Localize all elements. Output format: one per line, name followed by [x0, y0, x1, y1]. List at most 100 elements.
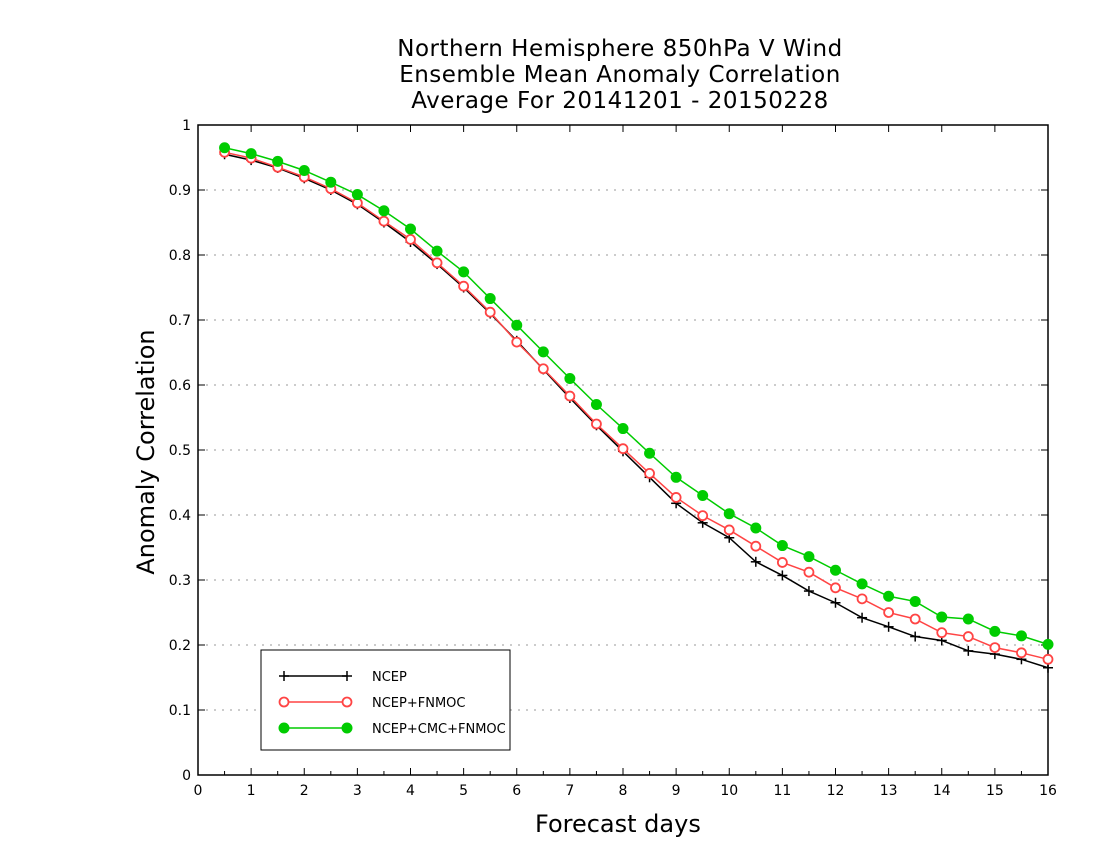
y-tick-label-4: 0.4 [169, 508, 191, 524]
y-tick-label-2: 0.2 [169, 638, 191, 654]
data-point-ncep-fnmoc-6 [378, 215, 390, 227]
data-point-ncep-fnmoc-29 [989, 642, 1001, 653]
legend-box [260, 649, 511, 751]
legend-marker-start-ncep-fnmoc [278, 696, 290, 708]
chart-title-line-3: Average For 20141201 - 20150228 [411, 88, 829, 114]
y-tick-label-9: 0.9 [169, 183, 191, 199]
y-tick-label-0: 0 [182, 768, 191, 784]
data-point-ncep-fnmoc-20 [750, 540, 762, 552]
chart-title-line-2: Ensemble Mean Anomaly Correlation [399, 62, 841, 88]
data-point-ncep-cmc-fnmoc-29 [989, 625, 1001, 637]
data-point-ncep-26 [910, 631, 921, 642]
data-point-ncep-fnmoc-14 [591, 418, 602, 430]
legend-marker-end-ncep-fnmoc [341, 696, 353, 708]
y-tick-label-6: 0.6 [169, 378, 191, 394]
data-point-ncep-fnmoc-28 [962, 631, 974, 642]
data-point-ncep-cmc-fnmoc-26 [909, 595, 921, 607]
data-point-ncep-cmc-fnmoc-16 [644, 447, 656, 459]
data-point-ncep-fnmoc-9 [458, 280, 470, 292]
y-tick-label-1: 0.1 [169, 703, 191, 719]
x-tick-label-6: 6 [512, 783, 521, 799]
data-point-ncep-cmc-fnmoc-10 [484, 293, 496, 305]
data-point-ncep-fnmoc-19 [723, 524, 735, 536]
data-point-ncep-28 [963, 645, 974, 656]
data-point-ncep-cmc-fnmoc-5 [351, 189, 363, 201]
data-point-ncep-22 [803, 586, 814, 597]
series-line-ncep [224, 153, 1049, 669]
data-point-ncep-fnmoc-22 [803, 566, 815, 578]
x-tick-label-11: 11 [773, 783, 791, 799]
series-line-ncep-cmc-fnmoc [224, 147, 1049, 646]
data-point-ncep-cmc-fnmoc-30 [1015, 630, 1027, 642]
data-point-ncep-cmc-fnmoc-27 [936, 611, 948, 623]
y-tick-label-10: 1 [182, 118, 191, 134]
data-point-ncep-fnmoc-11 [511, 336, 523, 348]
data-point-ncep-cmc-fnmoc-1 [245, 148, 257, 160]
data-point-ncep-23 [830, 597, 841, 608]
data-point-ncep-21 [777, 570, 788, 581]
data-point-ncep-cmc-fnmoc-24 [856, 578, 868, 590]
legend-label-ncep-fnmoc: NCEP+FNMOC [372, 696, 465, 711]
data-point-ncep-cmc-fnmoc-3 [298, 165, 310, 176]
legend-marker-start-ncep-cmc-fnmoc [278, 722, 290, 734]
data-point-ncep-cmc-fnmoc-31 [1042, 638, 1054, 650]
data-point-ncep-cmc-fnmoc-13 [564, 373, 576, 384]
data-point-ncep-cmc-fnmoc-2 [272, 155, 284, 167]
data-point-ncep-cmc-fnmoc-4 [325, 176, 337, 188]
y-tick-label-7: 0.7 [169, 313, 191, 329]
y-tick-label-5: 0.5 [169, 443, 191, 459]
data-point-ncep-fnmoc-16 [644, 467, 655, 479]
data-point-ncep-fnmoc-30 [1016, 647, 1027, 659]
legend-label-ncep-cmc-fnmoc: NCEP+CMC+FNMOC [372, 722, 506, 737]
data-point-ncep-fnmoc-15 [617, 443, 629, 455]
data-point-ncep-cmc-fnmoc-25 [883, 590, 895, 602]
data-point-ncep-24 [857, 612, 868, 623]
data-point-ncep-cmc-fnmoc-14 [590, 399, 602, 410]
data-point-ncep-cmc-fnmoc-0 [219, 142, 231, 154]
x-tick-label-7: 7 [565, 783, 574, 799]
data-point-ncep-25 [883, 621, 894, 632]
data-point-ncep-fnmoc-24 [856, 593, 868, 605]
data-point-ncep-cmc-fnmoc-21 [776, 540, 788, 552]
x-axis-label: Forecast days [535, 810, 701, 838]
x-tick-label-2: 2 [300, 783, 309, 799]
x-tick-label-16: 16 [1039, 783, 1057, 799]
data-point-ncep-cmc-fnmoc-6 [378, 205, 390, 217]
x-tick-label-3: 3 [353, 783, 362, 799]
data-point-ncep-fnmoc-18 [697, 510, 709, 522]
data-point-ncep-fnmoc-7 [405, 233, 416, 245]
y-tick-label-3: 0.3 [169, 573, 191, 589]
x-tick-label-0: 0 [194, 783, 203, 799]
y-tick-label-8: 0.8 [169, 248, 191, 264]
x-tick-label-13: 13 [880, 783, 898, 799]
x-tick-label-8: 8 [619, 783, 628, 799]
chart-title-line-1: Northern Hemisphere 850hPa V Wind [397, 36, 843, 62]
x-tick-label-9: 9 [672, 783, 681, 799]
data-point-ncep-cmc-fnmoc-7 [405, 223, 416, 235]
data-point-ncep-cmc-fnmoc-22 [803, 551, 815, 563]
x-tick-label-4: 4 [406, 783, 415, 799]
data-point-ncep-fnmoc-17 [670, 492, 682, 503]
legend-label-ncep: NCEP [372, 670, 407, 685]
data-point-ncep-cmc-fnmoc-17 [670, 471, 682, 483]
data-point-ncep-fnmoc-27 [936, 627, 948, 639]
data-point-ncep-cmc-fnmoc-12 [537, 346, 549, 358]
data-point-ncep-cmc-fnmoc-8 [431, 245, 443, 257]
x-tick-label-1: 1 [247, 783, 256, 799]
data-point-ncep-cmc-fnmoc-9 [458, 266, 470, 278]
data-point-ncep-fnmoc-25 [883, 607, 895, 618]
x-tick-label-14: 14 [933, 783, 951, 799]
x-tick-label-10: 10 [720, 783, 738, 799]
x-tick-label-5: 5 [459, 783, 468, 799]
data-point-ncep-fnmoc-10 [484, 306, 496, 318]
data-point-ncep-fnmoc-26 [909, 613, 921, 625]
data-point-ncep-cmc-fnmoc-20 [750, 522, 762, 534]
data-point-ncep-cmc-fnmoc-28 [962, 613, 974, 625]
data-point-ncep-cmc-fnmoc-23 [830, 564, 841, 576]
data-point-ncep-fnmoc-23 [830, 582, 841, 594]
legend: NCEP NCEP+FNMOC NCEP+CMC+FNMOC [260, 649, 511, 751]
x-tick-label-12: 12 [827, 783, 845, 799]
data-point-ncep-fnmoc-8 [431, 257, 443, 269]
